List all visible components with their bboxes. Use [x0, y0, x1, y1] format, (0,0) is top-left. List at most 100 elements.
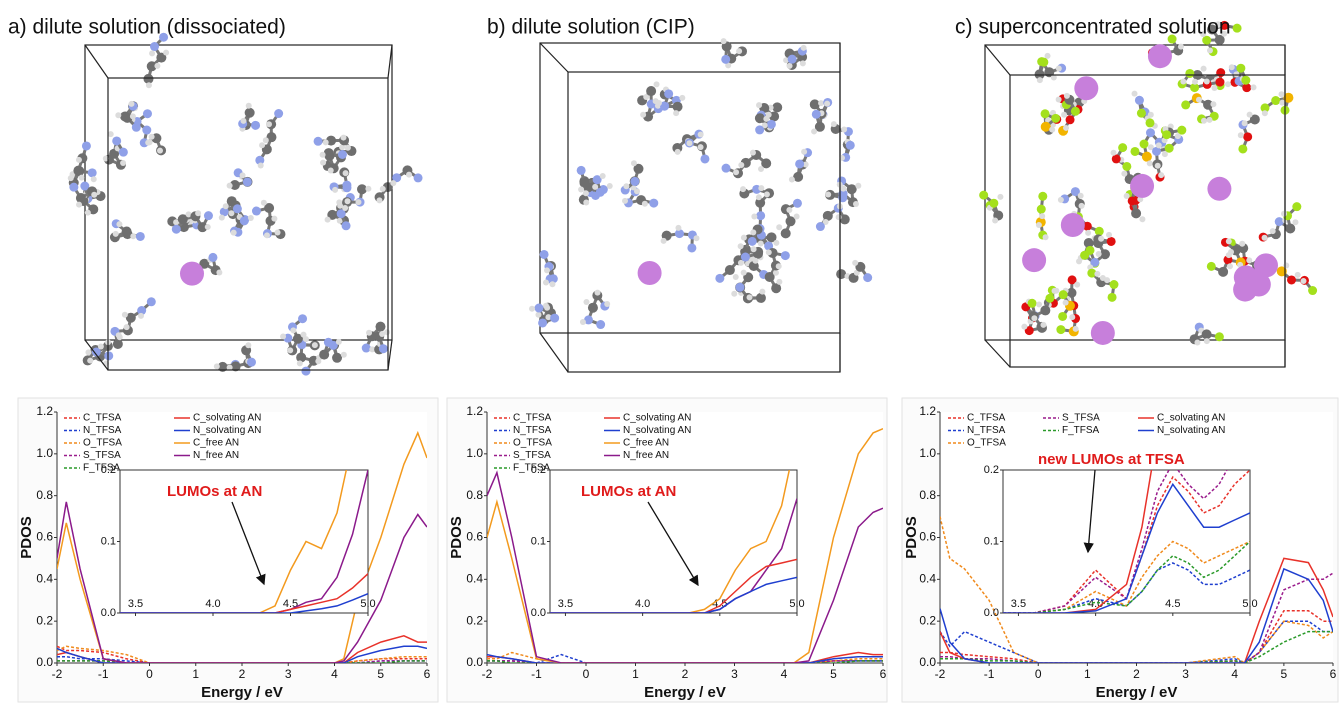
- series-line: [940, 630, 1333, 663]
- atom: [1201, 329, 1212, 340]
- atom: [786, 206, 793, 213]
- y-tick-label: 0.2: [919, 613, 936, 627]
- atom: [649, 198, 659, 208]
- atom: [245, 102, 252, 109]
- atom: [1121, 170, 1128, 177]
- atom: [1287, 275, 1297, 285]
- y-tick-label: 0.8: [919, 488, 936, 502]
- atom: [815, 222, 825, 232]
- annotation: new LUMOs at TFSA: [1038, 451, 1185, 468]
- atom: [1022, 248, 1047, 273]
- atom: [539, 249, 549, 259]
- y-tick-label: 0.1: [531, 535, 546, 547]
- atom: [146, 61, 157, 72]
- x-tick-label: 2: [682, 667, 689, 681]
- atom: [825, 191, 832, 198]
- atom: [989, 198, 999, 208]
- atom: [1110, 149, 1117, 156]
- atom: [587, 302, 598, 313]
- series-line: [57, 660, 427, 663]
- legend-label: N_TFSA: [83, 425, 122, 436]
- atom: [1239, 240, 1246, 247]
- atom: [1095, 250, 1102, 257]
- atom: [1123, 192, 1130, 199]
- atom: [1131, 208, 1142, 219]
- legend-label: O_TFSA: [513, 438, 552, 449]
- y-tick-label: 1.2: [466, 404, 483, 418]
- atom: [634, 188, 641, 195]
- plot-area: [119, 469, 369, 614]
- atom: [1040, 109, 1050, 119]
- atom: [750, 229, 757, 236]
- atom: [776, 278, 783, 285]
- x-tick-label: 3.5: [558, 598, 573, 610]
- atom: [342, 170, 349, 177]
- atom: [1074, 76, 1099, 101]
- atom: [1139, 216, 1146, 223]
- atom: [81, 141, 91, 151]
- atom: [772, 269, 779, 276]
- cell-edge: [984, 44, 1011, 76]
- x-tick-label: 6: [424, 667, 431, 681]
- atom: [578, 186, 585, 193]
- atom: [1225, 238, 1232, 245]
- atom: [1021, 323, 1028, 330]
- atom: [1221, 30, 1228, 37]
- atom: [855, 261, 866, 272]
- atom: [369, 346, 376, 353]
- series-line: [550, 498, 797, 613]
- atom: [799, 60, 806, 67]
- y-tick-label: 1.2: [919, 404, 936, 418]
- atom: [1238, 144, 1248, 154]
- legend-label: C_TFSA: [513, 413, 552, 424]
- legend-label: F_TFSA: [83, 463, 121, 474]
- x-tick-label: 3: [285, 667, 292, 681]
- cell-edge: [387, 339, 393, 371]
- panel-title: c) superconcentrated solution: [955, 16, 1231, 39]
- atom: [544, 267, 551, 274]
- atom: [655, 99, 662, 106]
- atom: [814, 121, 825, 132]
- atom: [1136, 108, 1146, 118]
- atom: [1031, 315, 1038, 322]
- x-tick-label: 4: [781, 667, 788, 681]
- atom: [375, 321, 386, 332]
- legend-label: O_TFSA: [967, 438, 1006, 449]
- atom: [149, 50, 156, 57]
- atom: [1087, 268, 1097, 278]
- y-axis-label: PDOS: [18, 516, 35, 559]
- x-axis-label: Energy / eV: [201, 684, 283, 701]
- legend-label: F_TFSA: [513, 463, 551, 474]
- atom: [1083, 237, 1094, 248]
- atom: [1294, 271, 1301, 278]
- atom: [795, 159, 805, 169]
- atom: [594, 289, 601, 296]
- legend-label: N_solvating AN: [623, 425, 691, 436]
- cell-edge: [84, 44, 393, 341]
- y-tick-label: 0.0: [466, 655, 483, 669]
- atom: [264, 232, 271, 239]
- atom: [1214, 34, 1225, 45]
- atom: [1036, 204, 1046, 214]
- atom: [788, 176, 795, 183]
- atom: [640, 111, 647, 118]
- atom: [143, 73, 154, 84]
- atom: [755, 194, 762, 201]
- atom: [1161, 151, 1168, 158]
- legend-label: N_TFSA: [967, 425, 1006, 436]
- atom: [1130, 173, 1155, 198]
- atom: [1261, 234, 1268, 241]
- atom: [623, 183, 630, 190]
- legend-label: S_TFSA: [513, 450, 551, 461]
- arrow: [1083, 469, 1096, 554]
- atom: [700, 154, 710, 164]
- atom: [830, 121, 837, 128]
- atom: [1276, 266, 1287, 277]
- atom: [1241, 120, 1248, 127]
- series-line: [487, 470, 883, 663]
- x-tick-label: 5: [830, 667, 837, 681]
- atom: [154, 62, 161, 69]
- arrow: [647, 501, 699, 587]
- atom: [324, 216, 331, 223]
